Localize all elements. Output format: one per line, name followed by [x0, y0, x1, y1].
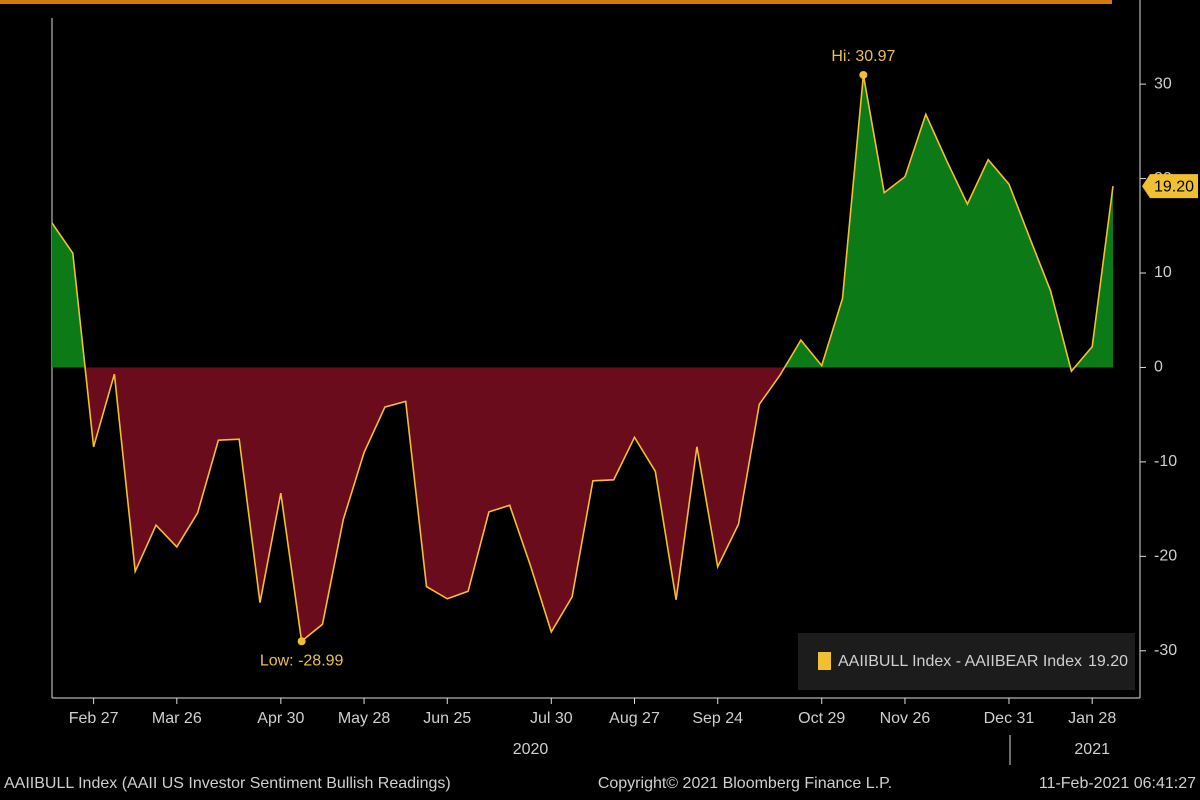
footer-left: AAIIBULL Index (AAII US Investor Sentime… [4, 775, 451, 792]
low-marker [297, 637, 306, 646]
legend-value: 19.20 [1088, 653, 1128, 670]
y-tick-label: 0 [1154, 359, 1163, 376]
footer-right: 11-Feb-2021 06:41:27 [1039, 775, 1196, 792]
legend-box [798, 633, 1135, 690]
x-tick-label: Sep 24 [692, 710, 743, 727]
footer-center: Copyright© 2021 Bloomberg Finance L.P. [598, 775, 892, 792]
last-value-label: 19.20 [1154, 178, 1194, 195]
y-tick-label: 30 [1154, 75, 1172, 92]
x-tick-label: Jan 28 [1068, 710, 1116, 727]
year-label: 2021 [1074, 741, 1110, 758]
x-tick-label: Apr 30 [257, 710, 304, 727]
legend-swatch [818, 652, 831, 670]
y-tick-label: -30 [1154, 642, 1177, 659]
x-tick-label: Nov 26 [880, 710, 931, 727]
area-positive [52, 75, 1113, 368]
x-tick-label: Aug 27 [609, 710, 660, 727]
x-tick-label: Dec 31 [984, 710, 1035, 727]
x-tick-label: Feb 27 [69, 710, 119, 727]
y-tick-label: -20 [1154, 548, 1177, 565]
hi-marker [859, 70, 868, 79]
top-bar [0, 0, 1112, 4]
low-label: Low: -28.99 [260, 652, 344, 669]
x-tick-label: Jun 25 [423, 710, 471, 727]
x-tick-label: Jul 30 [530, 710, 573, 727]
y-tick-label: -10 [1154, 453, 1177, 470]
year-label: 2020 [513, 741, 549, 758]
x-tick-label: Oct 29 [798, 710, 845, 727]
x-tick-label: Mar 26 [152, 710, 202, 727]
hi-label: Hi: 30.97 [831, 48, 895, 65]
x-tick-label: May 28 [338, 710, 391, 727]
y-tick-label: 10 [1154, 264, 1172, 281]
last-value-tag [1142, 174, 1198, 199]
legend-label: AAIIBULL Index - AAIIBEAR Index [838, 653, 1082, 670]
line [51, 74, 1114, 643]
